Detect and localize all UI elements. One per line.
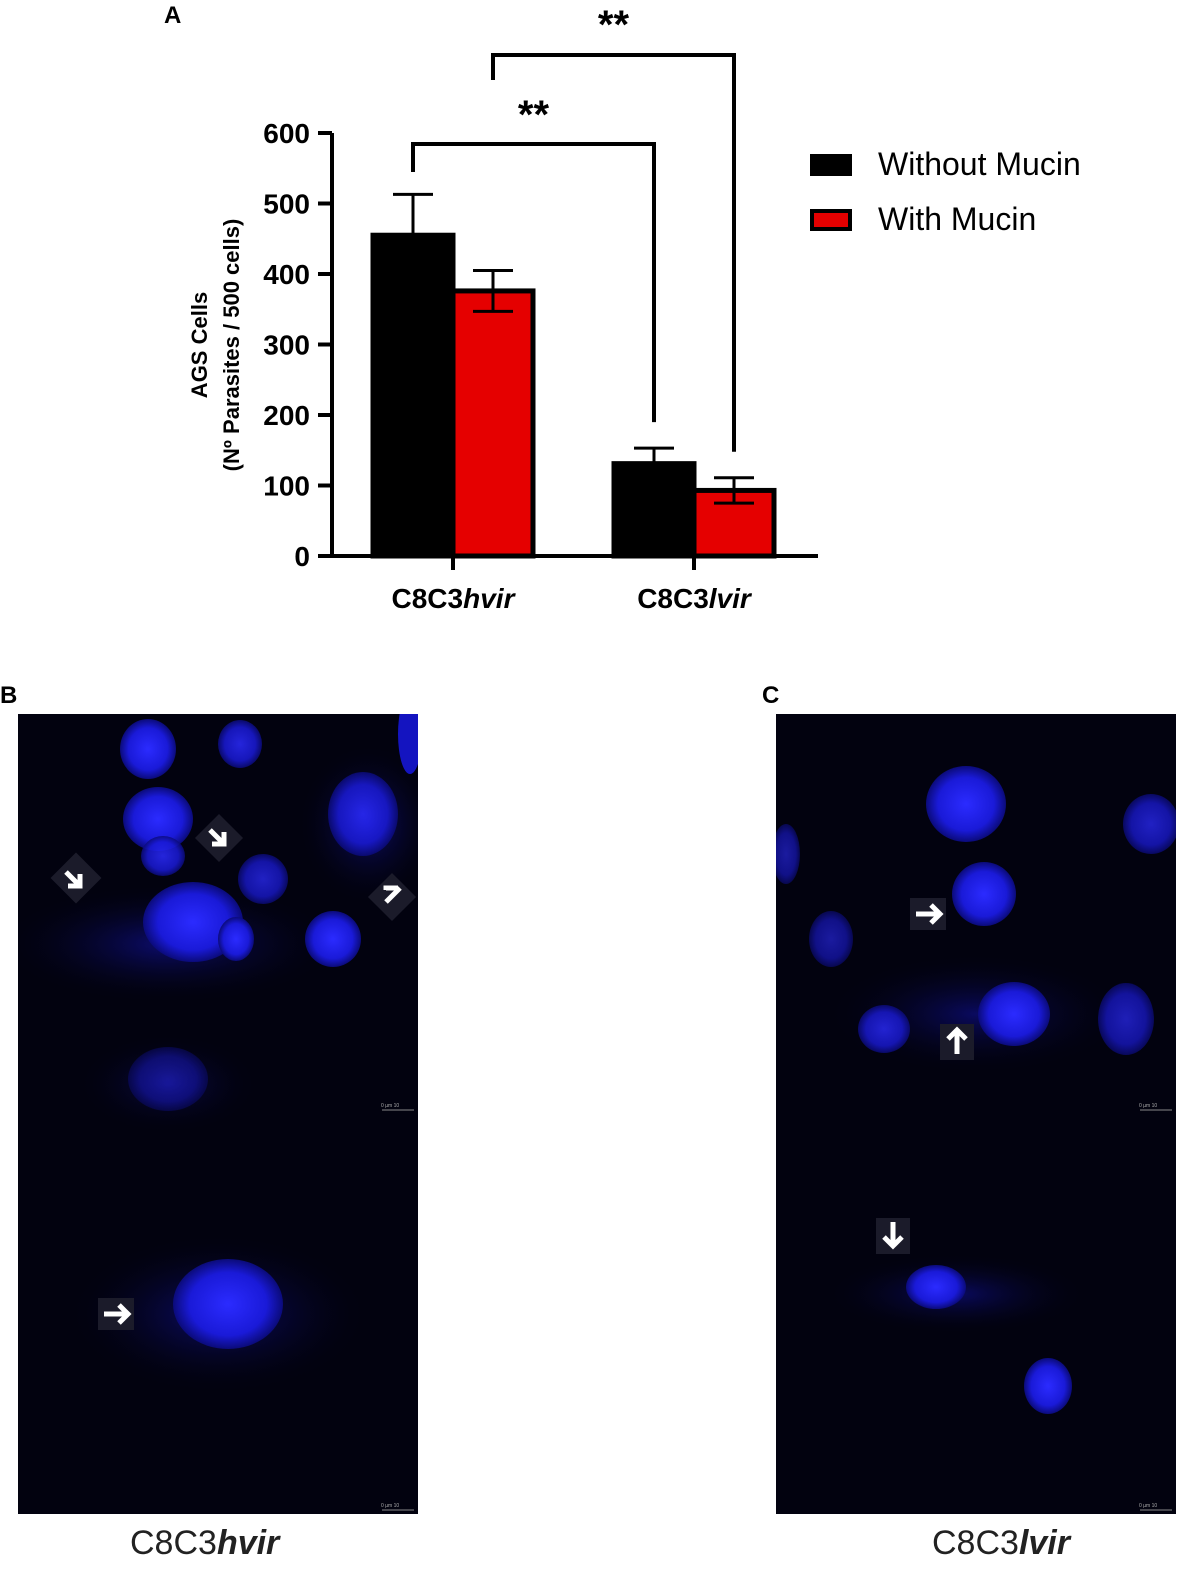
x-tick-label: C8C3hvir [392,583,517,614]
panel-label-c: C [762,682,780,709]
panel-label-b: B [0,682,18,709]
scale-bar-label: 0 µm 10 [381,1503,399,1509]
y-tick-label: 100 [263,471,310,502]
legend-label: Without Mucin [878,146,1081,182]
micrograph-hvir: 0 µm 10 0 µm 10 [18,714,418,1514]
caption-prefix: C8C3 [932,1524,1019,1562]
y-axis-label: (Nº Parasites / 500 cells) [219,219,244,472]
legend-item-without-mucin: Without Mucin [810,146,1081,183]
legend-label: With Mucin [878,201,1037,237]
bar-chart: 0 100 200 300 400 500 600 AGS Cells (Nº Parasite… [187,3,818,614]
y-axis-label: AGS Cells [187,292,212,398]
x-tick-label: C8C3lvir [637,583,753,614]
legend-swatch-with-mucin [810,208,852,231]
bar [370,232,456,559]
caption-hvir: C8C3hvir [130,1524,279,1563]
significance-label: ** [518,93,550,137]
caption-lvir: C8C3lvir [932,1524,1070,1563]
significance-bracket [491,53,736,452]
scale-bar-label: 0 µm 10 [381,1103,399,1109]
scale-bar-label: 0 µm 10 [1139,1503,1157,1509]
y-tick-label: 0 [294,541,310,572]
caption-suffix: lvir [1018,1524,1070,1562]
caption-suffix: hvir [216,1524,280,1562]
y-tick-label: 200 [263,400,310,431]
y-tick-label: 300 [263,330,310,361]
significance-label: ** [598,3,630,47]
micrograph-lvir: 0 µm 10 0 µm 10 [776,714,1176,1514]
legend-item-with-mucin: With Mucin [810,201,1036,238]
legend-swatch-without-mucin [810,153,852,176]
panel-label-a: A [164,2,182,29]
caption-prefix: C8C3 [130,1524,217,1562]
y-tick-label: 500 [263,189,310,220]
y-tick-label: 600 [263,118,310,149]
significance-bracket [411,142,656,423]
bar [450,288,536,559]
y-tick-label: 400 [263,259,310,290]
scale-bar-label: 0 µm 10 [1139,1103,1157,1109]
